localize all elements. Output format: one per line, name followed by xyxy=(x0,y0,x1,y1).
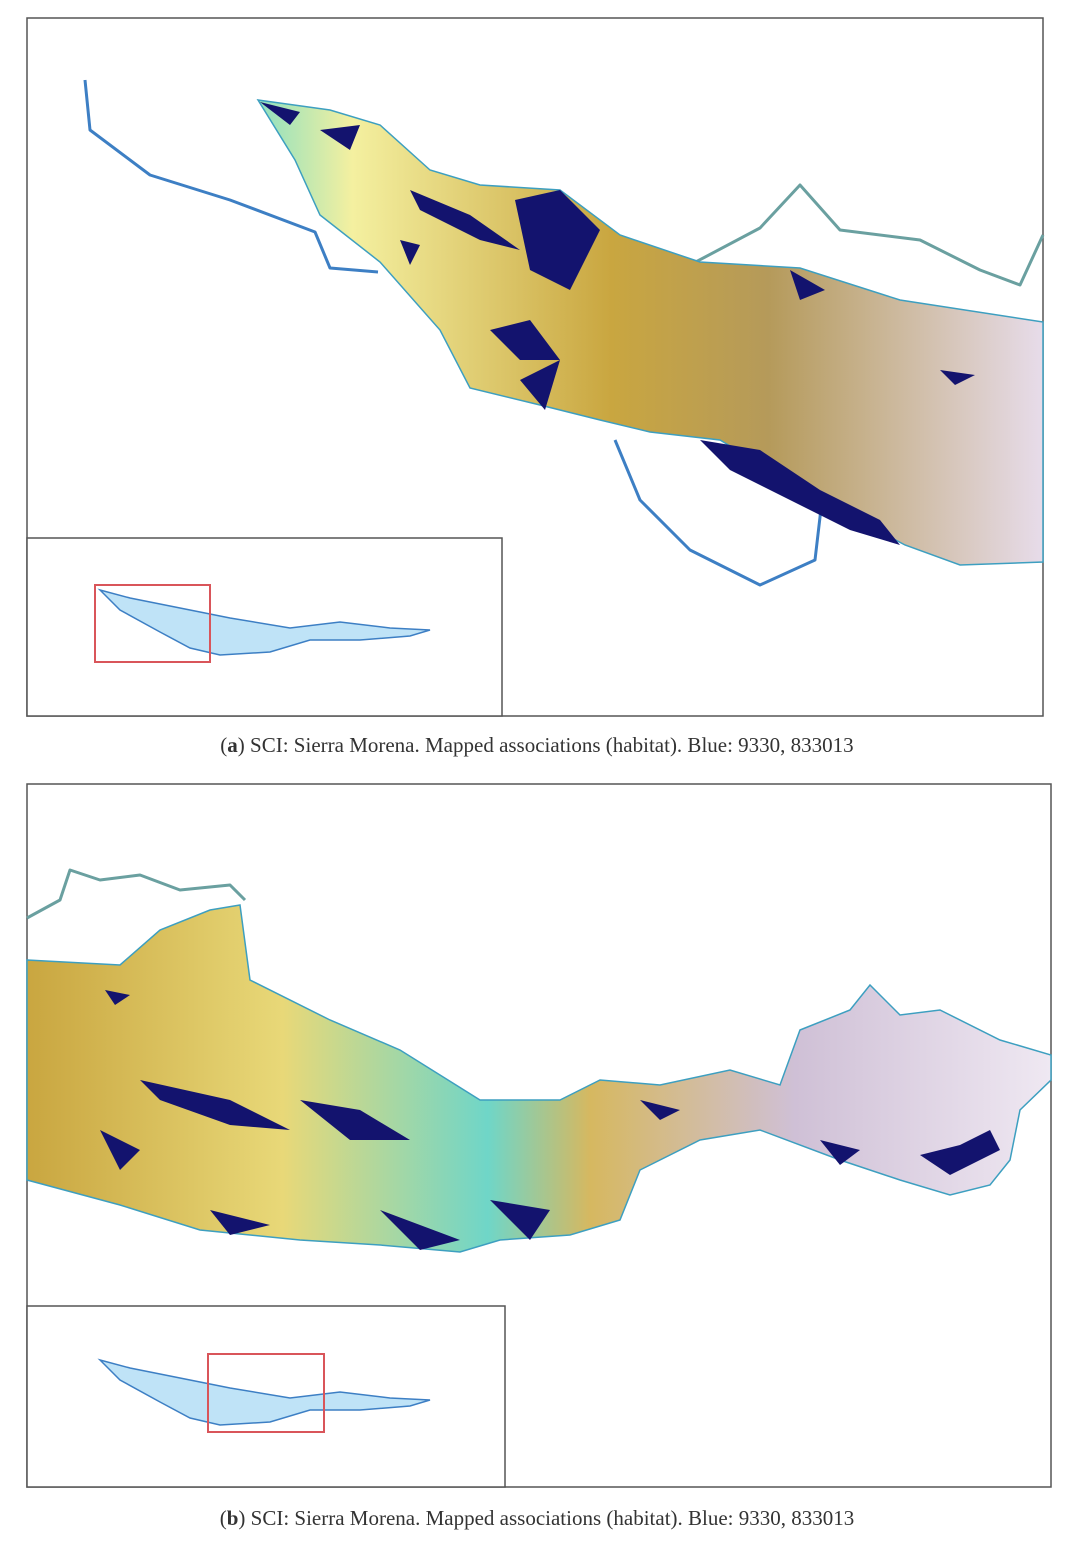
panel-b: (b) SCI: Sierra Morena. Mapped associati… xyxy=(26,783,1052,1530)
habitat-patches xyxy=(260,102,975,545)
river xyxy=(689,183,1045,287)
inset-extent xyxy=(207,1353,325,1433)
inset-extent xyxy=(94,584,211,663)
river xyxy=(26,868,247,920)
terrain xyxy=(26,904,1052,1253)
habitat-patches xyxy=(100,990,1000,1250)
caption-text: ) SCI: Sierra Morena. Mapped association… xyxy=(238,1506,854,1530)
inset-region xyxy=(97,1358,431,1426)
caption-label: a xyxy=(227,733,238,757)
panel-a: (a) SCI: Sierra Morena. Mapped associati… xyxy=(26,17,1045,757)
inset-region xyxy=(97,588,431,656)
caption-open: ( xyxy=(220,1506,227,1530)
river xyxy=(613,439,824,587)
caption: (b) SCI: Sierra Morena. Mapped associati… xyxy=(220,1506,855,1530)
caption-label: b xyxy=(227,1506,239,1530)
river xyxy=(83,79,379,274)
caption: (a) SCI: Sierra Morena. Mapped associati… xyxy=(220,733,853,757)
caption-open: ( xyxy=(220,733,227,757)
caption-text: ) SCI: Sierra Morena. Mapped association… xyxy=(238,733,854,757)
